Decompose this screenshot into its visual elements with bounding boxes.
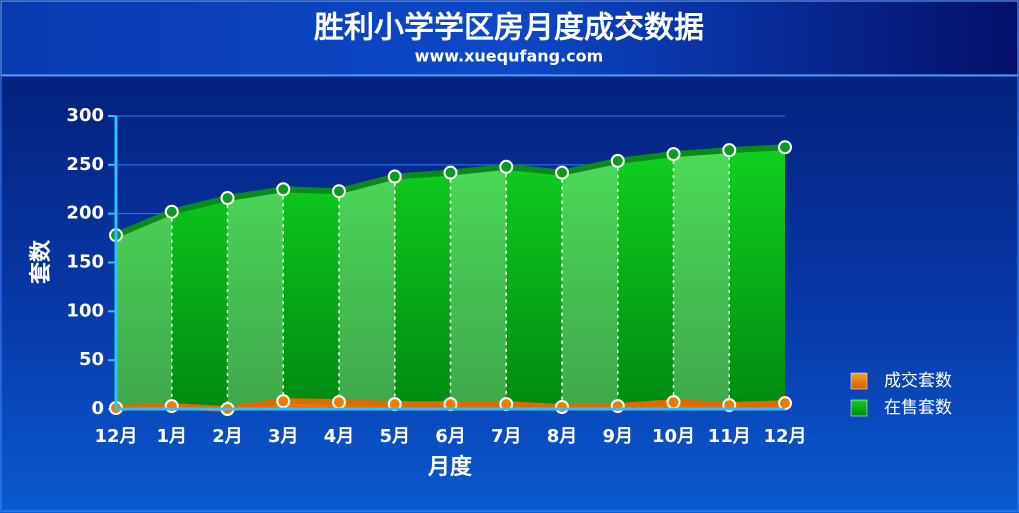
point (332, 395, 346, 410)
x-tick-label: 12月 (94, 426, 137, 447)
y-tick-label: 100 (66, 300, 104, 321)
y-tick-label: 250 (66, 154, 104, 175)
x-tick-label: 11月 (708, 426, 751, 447)
legend-label: 在售套数 (884, 398, 952, 418)
point (610, 153, 625, 168)
point (332, 184, 346, 199)
y-tick-label: 200 (66, 203, 104, 224)
header (0, 0, 1019, 76)
x-tick-label: 3月 (268, 426, 299, 447)
point (276, 394, 291, 409)
stripe (562, 147, 618, 409)
point (164, 204, 179, 219)
y-tick-label: 300 (66, 105, 104, 126)
point (387, 169, 402, 184)
stripe (450, 147, 507, 409)
stripe (673, 147, 730, 409)
point (276, 182, 291, 197)
x-tick-label: 12月 (763, 426, 806, 447)
point (499, 159, 514, 174)
point (722, 143, 737, 158)
x-tick-label: 2月 (212, 426, 243, 447)
x-tick-label: 9月 (602, 426, 633, 447)
point (666, 395, 681, 410)
legend-swatch (850, 372, 868, 390)
frame (0, 75, 1019, 512)
point (666, 147, 681, 162)
legend-swatch (850, 399, 868, 417)
point (443, 165, 458, 180)
chart-subtitle: www.xuequfang.com (415, 47, 604, 66)
x-tick-label: 1月 (156, 426, 187, 447)
y-tick-label: 150 (66, 252, 104, 273)
x-tick-label: 4月 (324, 426, 355, 447)
point (778, 396, 792, 411)
chart-title: 胜利小学学区房月度成交数据 (314, 11, 704, 46)
x-axis-label: 月度 (427, 454, 473, 480)
point (220, 191, 235, 206)
x-tick-label: 6月 (435, 426, 466, 447)
point (555, 400, 569, 415)
point (778, 140, 792, 155)
x-tick-label: 10月 (652, 426, 695, 447)
x-tick-label: 8月 (547, 426, 578, 447)
legend-label: 成交套数 (884, 371, 952, 391)
x-tick-label: 5月 (379, 426, 410, 447)
point (555, 165, 569, 180)
y-axis-label: 套数 (28, 239, 54, 284)
y-tick-label: 50 (79, 349, 104, 370)
x-tick-label: 7月 (491, 426, 522, 447)
y-tick-label: 0 (91, 398, 104, 419)
